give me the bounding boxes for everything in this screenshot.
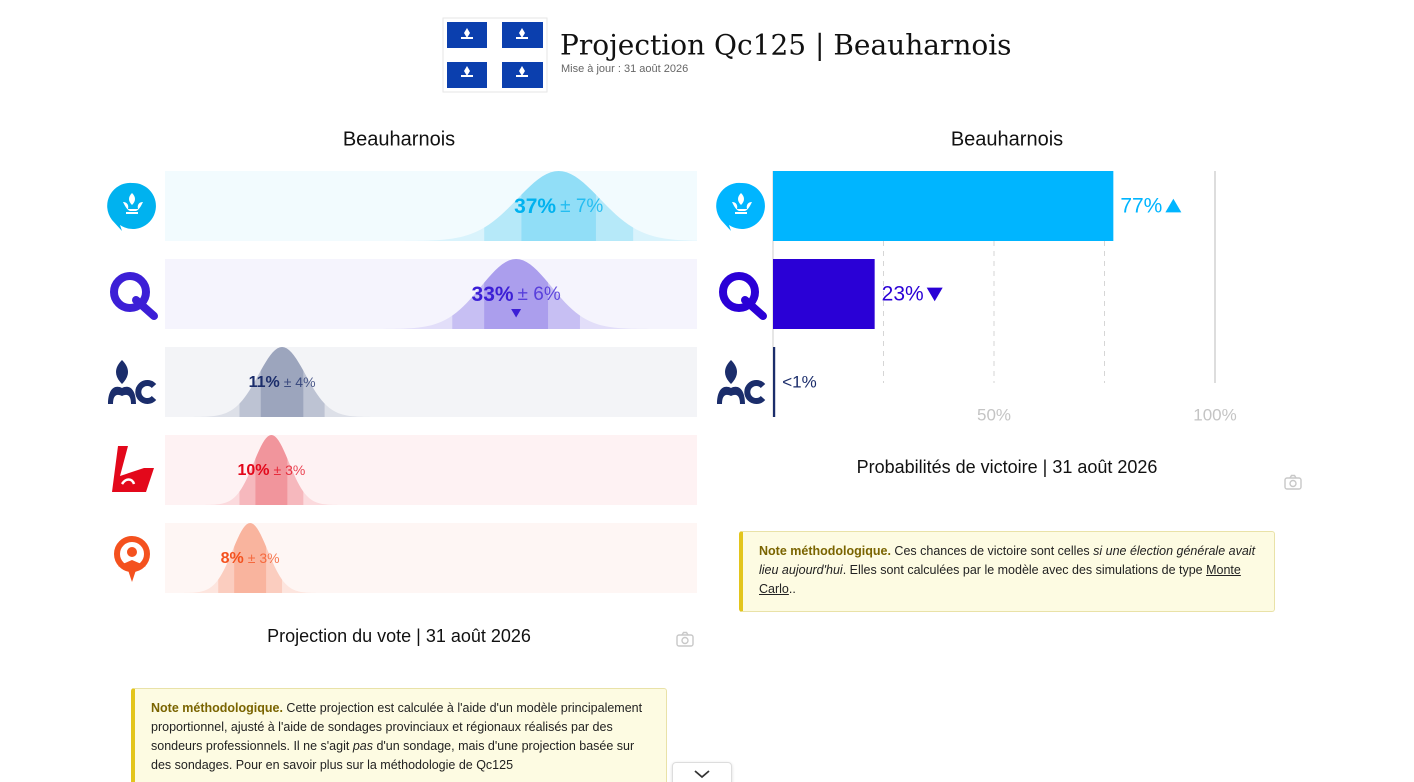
update-date: Mise à jour : 31 août 2026 [561, 63, 688, 75]
x-tick-label: 50% [977, 405, 1011, 424]
bar [773, 171, 1114, 241]
party-logo [112, 446, 154, 492]
party-logo [110, 272, 158, 320]
vote-share: 37% [514, 195, 556, 218]
note-text: . Elles sont calculées par le modèle ave… [842, 563, 1207, 577]
bar [773, 259, 875, 329]
margin-of-error: ± 3% [274, 462, 306, 478]
note-link[interactable]: Monte Carlo [759, 563, 1241, 596]
row-background [165, 259, 697, 329]
page-title: Projection Qc125 | Beauharnois [560, 29, 1012, 62]
value-label: 33% ± 6% [472, 283, 561, 306]
distribution-curve [375, 259, 657, 329]
row-background [165, 523, 697, 593]
note-text: d'un sondage, mais d'une projection basé… [151, 739, 635, 772]
chevron [694, 770, 710, 779]
note-text: Cette projection est calculée à l'aide d… [151, 701, 643, 753]
note-label: Note méthodologique. [759, 544, 891, 558]
bar [773, 347, 776, 417]
method-note: Note méthodologique. Cette projection es… [131, 688, 667, 782]
row-background [165, 171, 697, 241]
scroll-button[interactable] [672, 762, 732, 782]
chart-title: Beauharnois [343, 128, 455, 150]
party-logo [719, 272, 767, 320]
distribution-curve [188, 347, 376, 417]
value-label: <1% [782, 372, 817, 391]
vote-share: 11% [249, 374, 280, 391]
vote-share: 10% [237, 462, 269, 479]
note-italic: si une élection générale avait lieu aujo… [759, 544, 1256, 577]
distribution-curve [394, 171, 697, 241]
note-text: .. [788, 582, 796, 596]
vote-share: 33% [472, 283, 514, 306]
camera-button[interactable] [1284, 474, 1302, 490]
party-logo [114, 536, 150, 582]
x-tick-label: 100% [1193, 405, 1236, 424]
vote-share: 8% [221, 550, 244, 567]
value-label: 8% ± 3% [221, 550, 280, 568]
margin-of-error: ± 7% [560, 196, 603, 217]
method-note: Note méthodologique. Ces chances de vict… [739, 531, 1275, 612]
margin-of-error: ± 4% [284, 374, 316, 390]
party-logo [108, 360, 157, 404]
row-background [165, 347, 697, 417]
margin-of-error: ± 3% [248, 550, 280, 566]
camera-button[interactable] [676, 631, 694, 647]
party-logo [107, 182, 156, 231]
distribution-curve [201, 435, 342, 505]
note-label: Note méthodologique. [151, 701, 283, 715]
party-logo [716, 182, 765, 231]
chart-caption: Projection du vote | 31 août 2026 [267, 626, 531, 646]
chart-caption: Probabilités de victoire | 31 août 2026 [857, 457, 1158, 477]
trend-arrow [926, 287, 943, 302]
note-text: Ces chances de victoire sont celles [890, 544, 1094, 558]
value-label: 37% ± 7% [514, 195, 603, 218]
value-label: 77% [1120, 195, 1162, 218]
trend-arrow [1165, 198, 1182, 213]
margin-of-error: ± 6% [518, 284, 561, 305]
value-label: 23% [882, 283, 924, 306]
note-italic: pas [352, 739, 373, 753]
trend-arrow [511, 309, 522, 318]
chart-title: Beauharnois [951, 128, 1063, 150]
flag [442, 17, 548, 93]
party-logo [717, 360, 766, 404]
value-label: 11% ± 4% [249, 374, 316, 392]
distribution-curve [179, 523, 321, 593]
row-background [165, 435, 697, 505]
value-label: 10% ± 3% [237, 462, 305, 480]
